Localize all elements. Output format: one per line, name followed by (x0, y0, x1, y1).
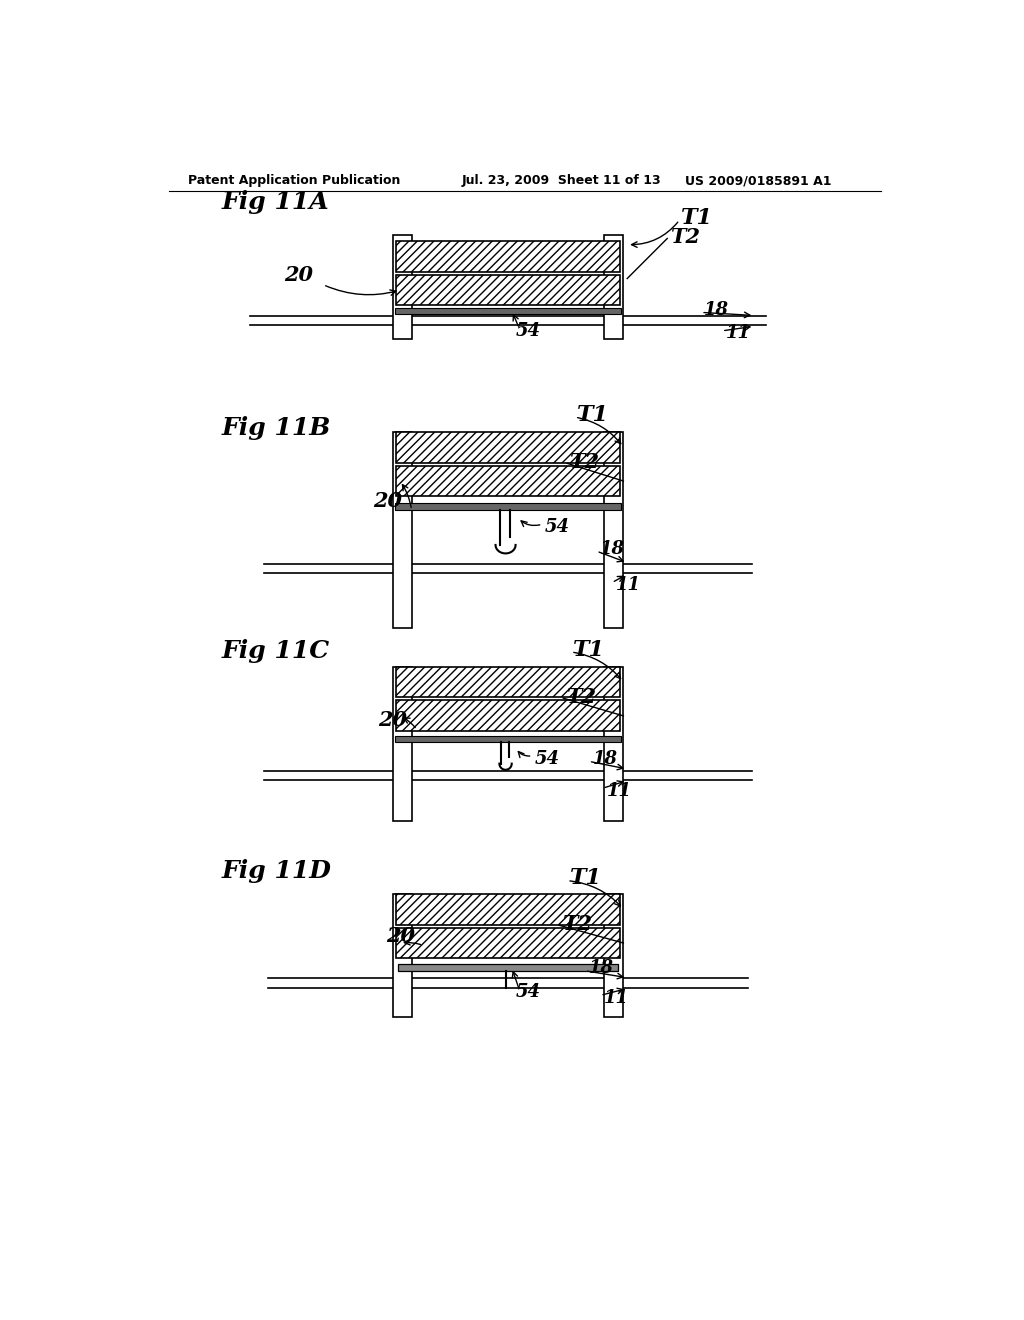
Text: 54: 54 (545, 519, 569, 536)
Bar (396, 466, 620, 496)
Bar (604, 894, 623, 1016)
Text: 11: 11 (615, 576, 641, 594)
Text: 20: 20 (285, 265, 313, 285)
Text: Patent Application Publication: Patent Application Publication (188, 174, 400, 187)
Text: T1: T1 (573, 639, 605, 661)
Bar (394, 503, 621, 511)
Text: T1: T1 (569, 867, 601, 890)
Text: Jul. 23, 2009  Sheet 11 of 13: Jul. 23, 2009 Sheet 11 of 13 (462, 174, 662, 187)
Text: 20: 20 (373, 491, 402, 511)
Text: 20: 20 (379, 710, 408, 730)
Text: 11: 11 (606, 781, 632, 800)
Bar (393, 235, 412, 339)
Text: T2: T2 (562, 913, 592, 933)
Bar (604, 667, 623, 821)
Bar (393, 432, 412, 628)
Text: 54: 54 (515, 322, 541, 339)
Text: T1: T1 (578, 404, 609, 426)
Bar (604, 432, 623, 628)
Text: Fig 11A: Fig 11A (221, 190, 329, 214)
Bar (396, 667, 620, 697)
Bar (393, 667, 412, 821)
Bar (394, 308, 621, 314)
Text: US 2009/0185891 A1: US 2009/0185891 A1 (685, 174, 831, 187)
Bar (396, 701, 620, 731)
Bar (396, 240, 620, 272)
Bar (394, 737, 621, 742)
Bar (393, 894, 412, 1016)
Text: 18: 18 (593, 750, 617, 768)
Text: T2: T2 (670, 227, 699, 247)
Text: T1: T1 (681, 207, 713, 228)
Bar (396, 275, 620, 305)
Text: Fig 11C: Fig 11C (221, 639, 330, 663)
Text: Fig 11D: Fig 11D (221, 858, 332, 883)
Bar (604, 235, 623, 339)
Bar (397, 964, 617, 970)
Text: 54: 54 (535, 750, 560, 768)
Text: 54: 54 (515, 983, 541, 1002)
Bar (396, 432, 620, 462)
Bar (396, 894, 620, 924)
Text: 20: 20 (386, 927, 415, 946)
Bar (396, 928, 620, 958)
Text: 11: 11 (726, 325, 751, 342)
Text: 18: 18 (705, 301, 729, 319)
Text: 18: 18 (589, 960, 613, 977)
Text: Fig 11B: Fig 11B (221, 416, 331, 440)
Text: 11: 11 (604, 989, 629, 1007)
Text: 18: 18 (600, 540, 626, 558)
Text: T2: T2 (565, 686, 596, 706)
Text: T2: T2 (569, 451, 599, 471)
